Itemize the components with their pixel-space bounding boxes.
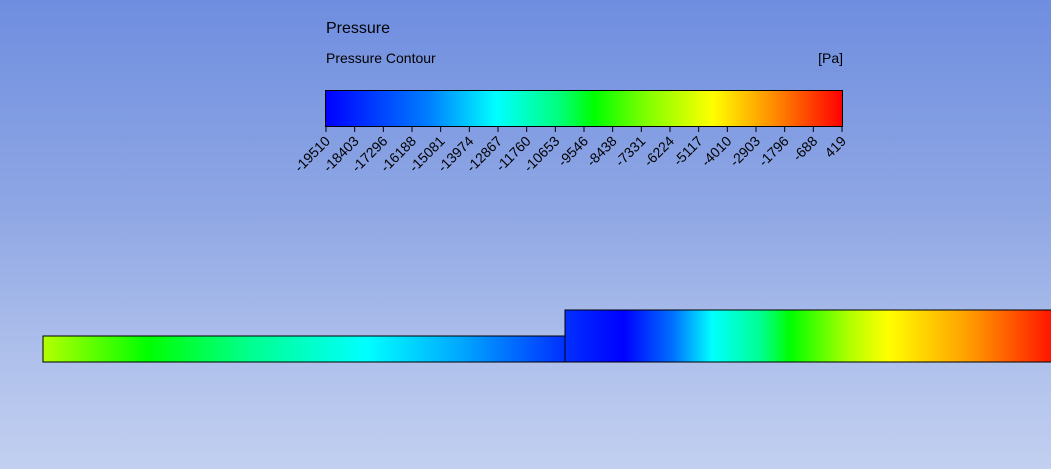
inlet-pipe-section <box>42 335 566 363</box>
expansion-pipe-section <box>564 309 1051 363</box>
legend-subtitle: Pressure Contour <box>326 50 436 66</box>
pressure-colorbar <box>325 90 843 127</box>
legend-unit: [Pa] <box>818 50 843 66</box>
legend-title: Pressure <box>326 20 391 37</box>
